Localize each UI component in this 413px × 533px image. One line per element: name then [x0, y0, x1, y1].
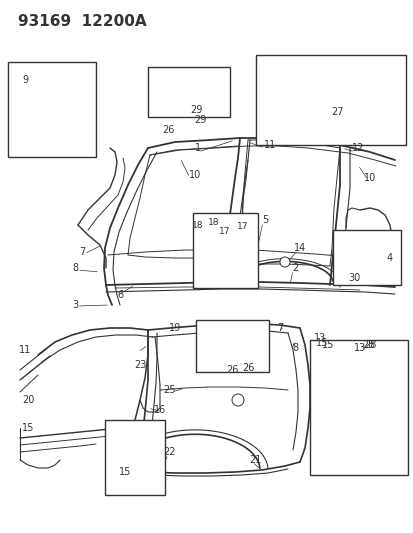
Text: 20: 20 — [22, 395, 34, 405]
Text: 22: 22 — [164, 447, 176, 457]
Bar — [105, 420, 165, 495]
Text: 7: 7 — [79, 247, 85, 257]
Circle shape — [279, 257, 289, 267]
Text: 27: 27 — [331, 107, 344, 117]
Text: 12: 12 — [351, 143, 363, 153]
Text: 93169  12200A: 93169 12200A — [18, 14, 146, 29]
Text: 29: 29 — [189, 105, 202, 115]
Text: 23: 23 — [133, 360, 146, 370]
Text: 13: 13 — [353, 343, 365, 353]
Bar — [332, 230, 400, 285]
Text: 29: 29 — [193, 115, 206, 125]
Text: 28: 28 — [363, 340, 375, 350]
Text: 15: 15 — [119, 467, 131, 477]
Text: 5: 5 — [261, 215, 268, 225]
Text: 26: 26 — [161, 125, 174, 135]
Text: 3: 3 — [72, 300, 78, 310]
Text: 17: 17 — [236, 222, 248, 231]
Text: 15: 15 — [321, 340, 333, 350]
Text: 6: 6 — [116, 290, 123, 300]
Text: 2: 2 — [291, 263, 297, 273]
Text: 21: 21 — [248, 455, 261, 465]
Bar — [192, 213, 257, 288]
Text: 8: 8 — [72, 263, 78, 273]
Bar — [8, 62, 96, 157]
Text: 10: 10 — [188, 170, 201, 180]
Text: 16: 16 — [154, 405, 166, 415]
Text: 25: 25 — [164, 385, 176, 395]
Text: 8: 8 — [291, 343, 297, 353]
Bar — [195, 320, 268, 372]
Text: 11: 11 — [263, 140, 275, 150]
Bar — [309, 340, 407, 475]
Text: 18: 18 — [192, 221, 203, 230]
Text: 14: 14 — [293, 243, 305, 253]
Text: 13: 13 — [313, 333, 325, 343]
Text: 30: 30 — [347, 273, 359, 283]
Text: 26: 26 — [225, 365, 237, 375]
Text: 26: 26 — [241, 363, 254, 373]
Text: 9: 9 — [22, 75, 28, 85]
Text: 28: 28 — [361, 340, 373, 350]
Text: 4: 4 — [386, 253, 392, 263]
Text: 18: 18 — [207, 218, 219, 227]
Text: 15: 15 — [22, 423, 34, 433]
Text: 1: 1 — [195, 143, 201, 153]
Text: 10: 10 — [363, 173, 375, 183]
Text: 11: 11 — [19, 345, 31, 355]
Text: 7: 7 — [276, 323, 282, 333]
Bar — [255, 55, 405, 145]
Text: 15: 15 — [315, 338, 328, 348]
Text: 17: 17 — [219, 228, 230, 237]
Circle shape — [231, 394, 243, 406]
Bar — [147, 67, 230, 117]
Text: 19: 19 — [169, 323, 181, 333]
